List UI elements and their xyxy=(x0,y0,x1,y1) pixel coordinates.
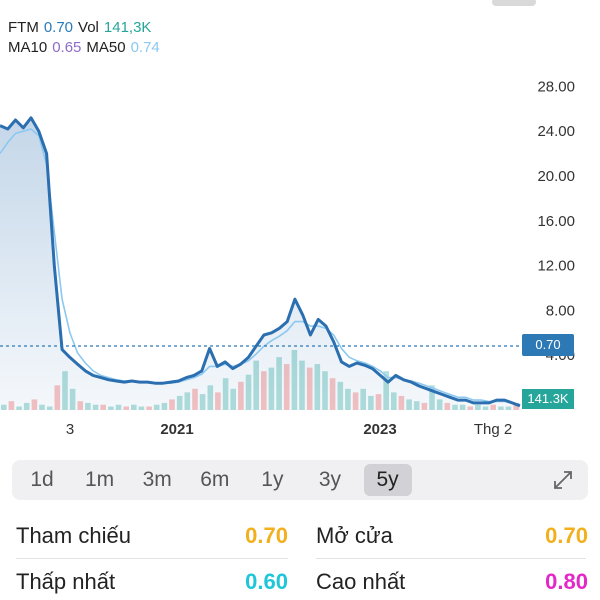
y-tick-label: 20.00 xyxy=(537,168,575,185)
stat-low-label: Thấp nhất xyxy=(16,569,116,594)
stat-open: Mở cửa 0.70 xyxy=(316,514,588,558)
price-line xyxy=(0,116,521,408)
stat-reference-label: Tham chiếu xyxy=(16,523,131,548)
stat-reference: Tham chiếu 0.70 xyxy=(16,514,288,558)
range-6m[interactable]: 6m xyxy=(200,468,230,491)
x-tick-label: Thg 2 xyxy=(474,421,512,438)
top-handle[interactable] xyxy=(492,0,536,6)
legend-ma50: 0.74 xyxy=(130,39,160,56)
stats-divider xyxy=(16,558,288,559)
price-chart[interactable]: 28.0024.0020.0016.0012.008.004.003202120… xyxy=(0,0,600,445)
y-tick-label: 12.00 xyxy=(537,258,575,275)
stat-open-value: 0.70 xyxy=(545,523,588,548)
y-tick-label: 24.00 xyxy=(537,123,575,140)
x-tick-label: 2021 xyxy=(160,421,193,438)
time-range-selector: 1d 1m 3m 6m 1y 3y 5y xyxy=(12,460,588,500)
stats-divider xyxy=(316,558,586,559)
range-1d[interactable]: 1d xyxy=(30,468,54,491)
range-5y[interactable]: 5y xyxy=(363,464,412,496)
legend-price: 0.70 xyxy=(43,19,74,36)
range-1m[interactable]: 1m xyxy=(85,468,115,491)
stat-low-value: 0.60 xyxy=(245,569,288,594)
stat-high-label: Cao nhất xyxy=(316,569,406,594)
price-area xyxy=(0,117,520,411)
legend-vol: 141,3K xyxy=(103,19,152,36)
stat-high: Cao nhất 0.80 xyxy=(316,560,588,600)
stat-low: Thấp nhất 0.60 xyxy=(16,560,288,600)
legend-ma10-label: MA10 xyxy=(8,39,48,56)
y-tick-label: 16.00 xyxy=(537,213,575,230)
price-chart-svg: 28.0024.0020.0016.0012.008.004.003202120… xyxy=(0,78,575,438)
stat-open-label: Mở cửa xyxy=(316,523,393,548)
y-tick-label: 28.00 xyxy=(537,78,575,95)
legend-symbol: FTM xyxy=(8,19,39,36)
ma50-line xyxy=(0,128,521,406)
range-1y[interactable]: 1y xyxy=(261,468,284,491)
legend-ma50-label: MA50 xyxy=(86,39,126,56)
stat-reference-value: 0.70 xyxy=(245,523,288,548)
legend-ma10: 0.65 xyxy=(52,39,82,56)
legend-vol-label: Vol xyxy=(78,19,99,36)
range-3m[interactable]: 3m xyxy=(142,468,172,491)
range-3y[interactable]: 3y xyxy=(318,468,342,491)
x-tick-label: 3 xyxy=(66,421,74,438)
chart-legend: FTM 0.70 Vol 141,3K MA10 0.65 MA50 0.74 xyxy=(8,18,165,58)
x-tick-label: 2023 xyxy=(363,421,396,438)
stat-high-value: 0.80 xyxy=(545,569,588,594)
current-volume-tag: 141.3K xyxy=(522,389,574,409)
expand-icon[interactable] xyxy=(552,469,574,491)
current-price-tag: 0.70 xyxy=(522,334,574,356)
y-tick-label: 8.00 xyxy=(546,302,575,319)
